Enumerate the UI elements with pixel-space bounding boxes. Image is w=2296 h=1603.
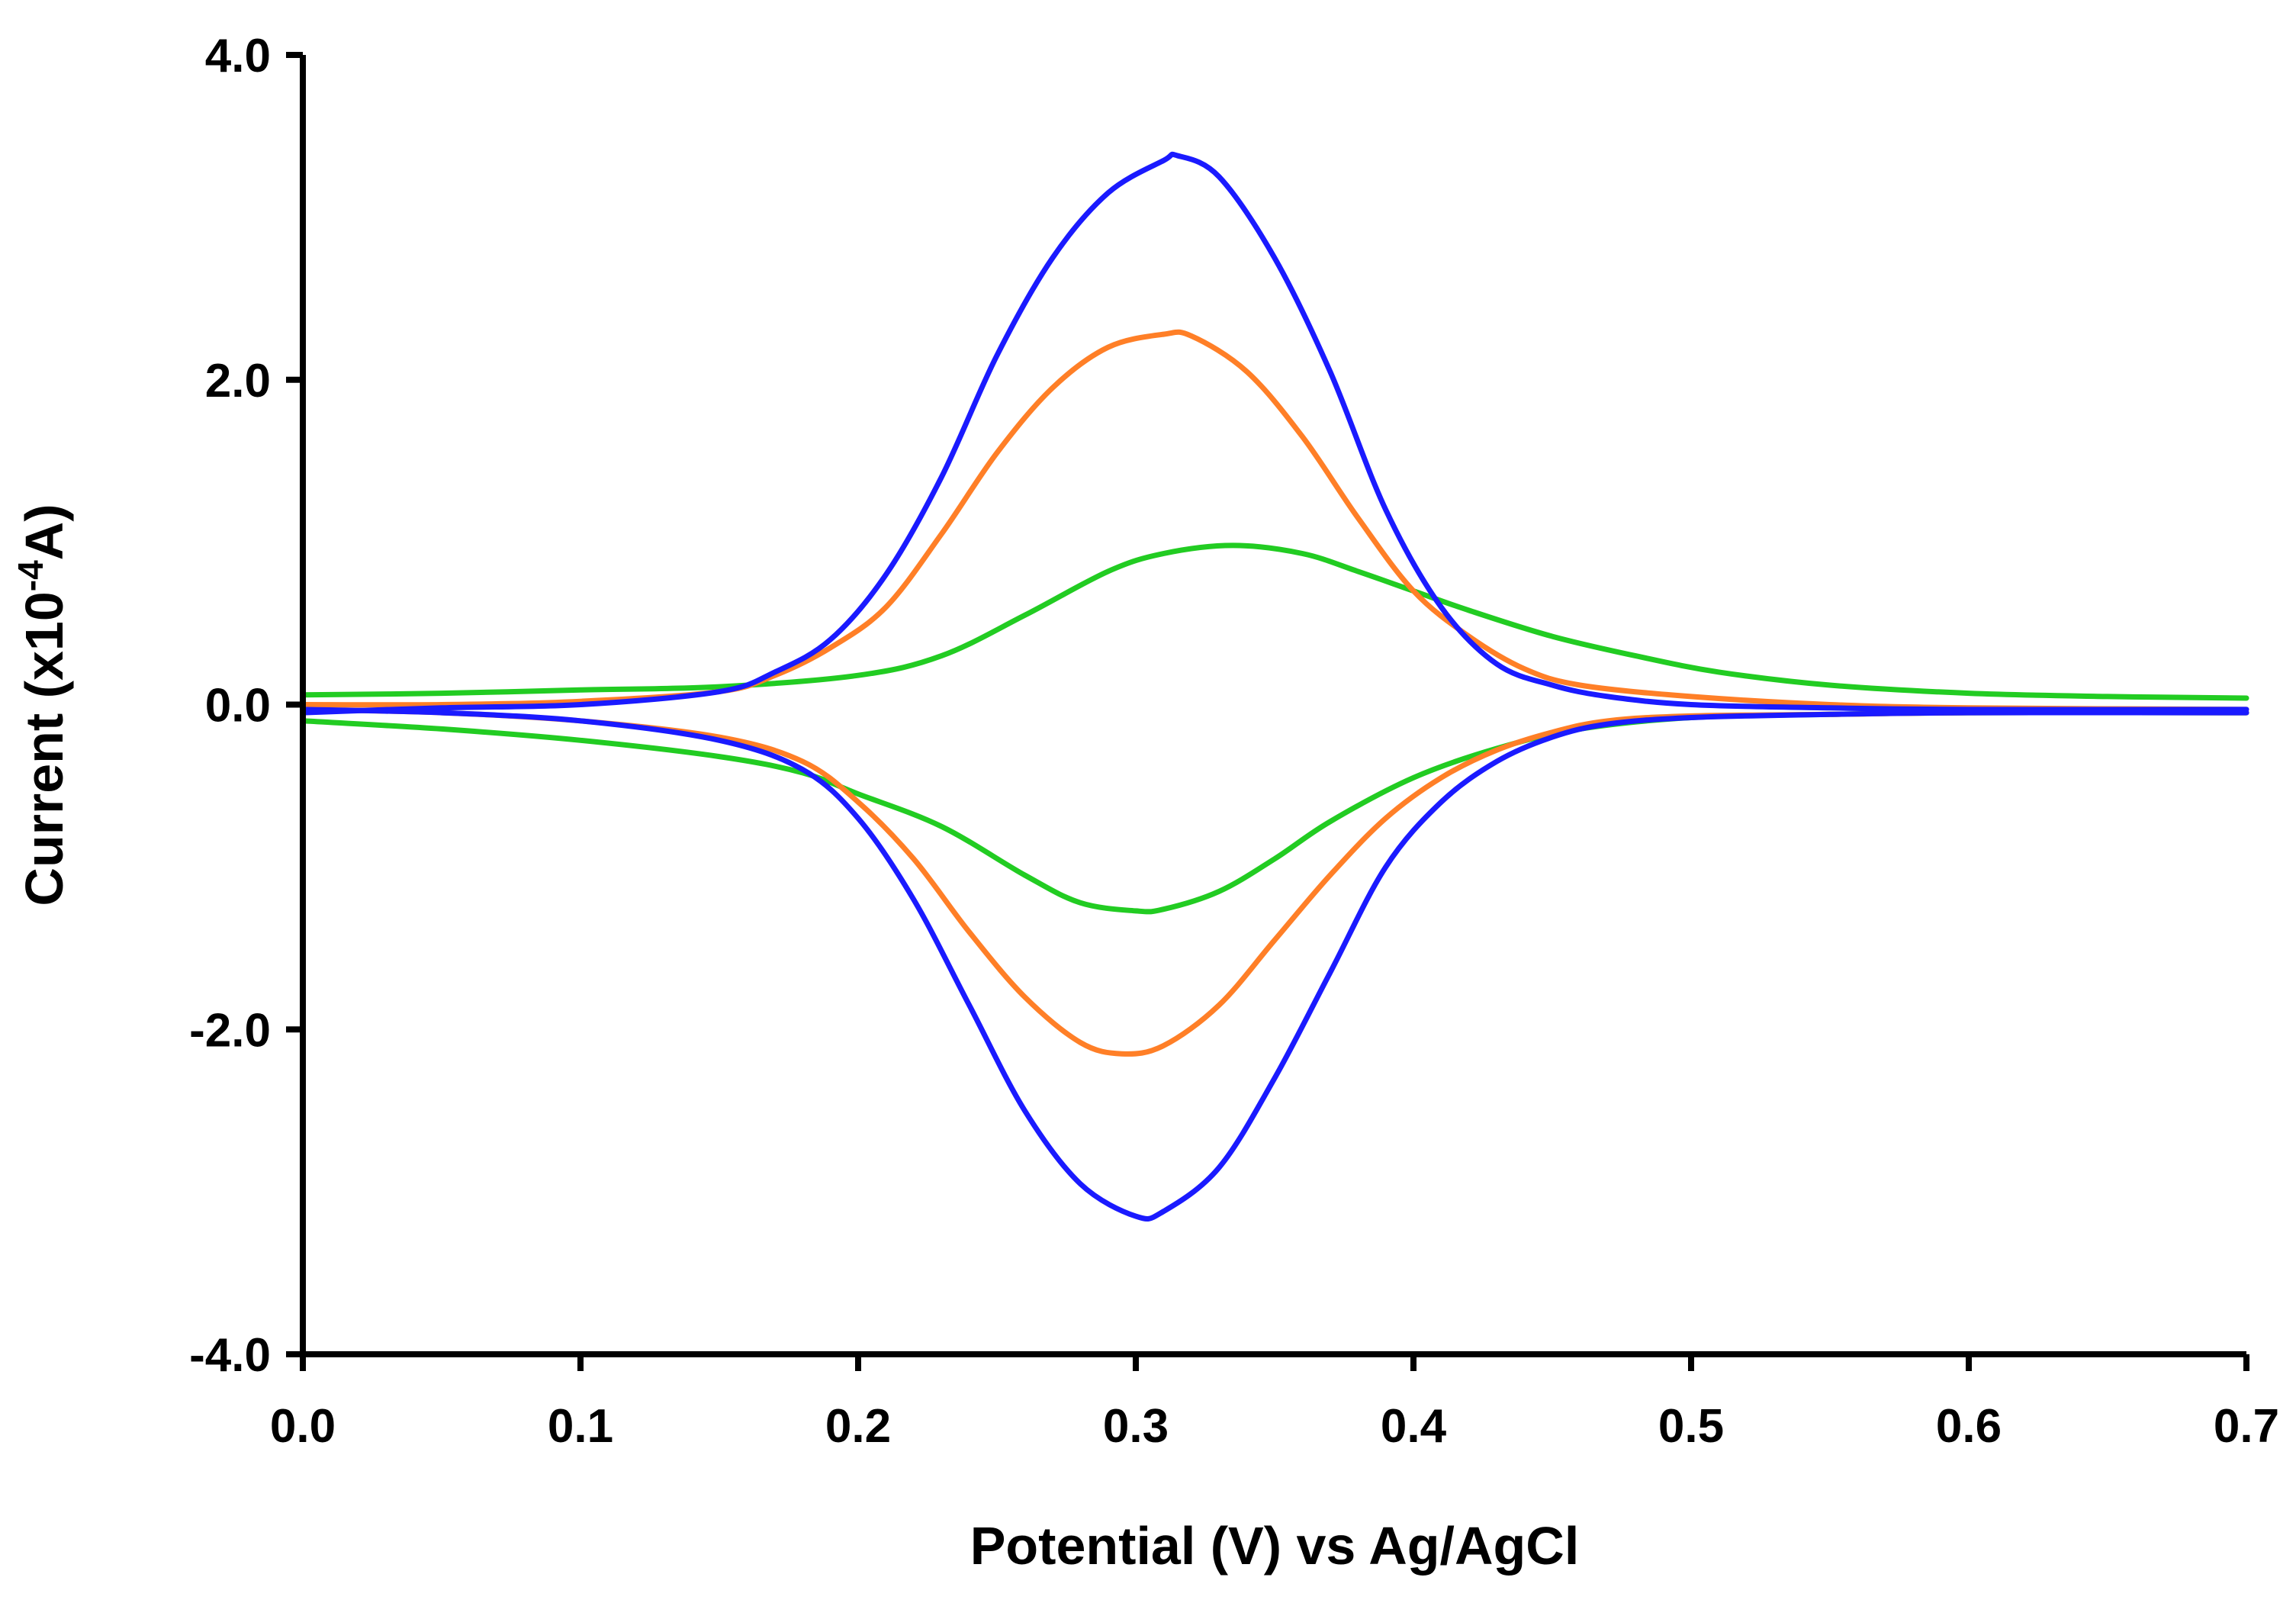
x-tick-label: 0.0	[270, 1400, 336, 1453]
series-green-cathodic-line	[300, 710, 2249, 915]
x-tick-label: 0.7	[2214, 1400, 2279, 1453]
y-tick-labels: 4.0 2.0 0.0 -2.0 -4.0	[189, 30, 271, 1382]
y-axis-title-suffix: A)	[14, 504, 74, 560]
y-tick-marks	[286, 52, 303, 1357]
y-axis-title-superscript: -4	[11, 560, 50, 591]
x-tick-label: 0.5	[1658, 1400, 1724, 1453]
y-axis-title: Current (x10-4A)	[11, 504, 74, 906]
y-tick-label: -4.0	[189, 1329, 271, 1382]
x-tick-label: 0.4	[1381, 1400, 1447, 1453]
series-blue-cathodic-line	[300, 707, 2249, 1222]
x-tick-label: 0.3	[1103, 1400, 1169, 1453]
series-group	[300, 151, 2249, 1222]
y-axis-title-prefix: Current (x10	[14, 591, 74, 906]
x-tick-label: 0.1	[548, 1400, 613, 1453]
y-tick-label: 2.0	[205, 355, 271, 407]
series-blue-anodic-line	[300, 151, 2249, 716]
x-tick-label: 0.2	[825, 1400, 891, 1453]
series-green-anodic-line	[300, 542, 2249, 701]
series-orange-anodic-line	[300, 329, 2249, 713]
x-tick-label: 0.6	[1936, 1400, 2002, 1453]
y-tick-label: 4.0	[205, 30, 271, 82]
x-tick-labels: 0.0 0.1 0.2 0.3 0.4 0.5 0.6 0.7	[270, 1400, 2279, 1453]
series-orange-cathodic-line	[300, 707, 2249, 1057]
x-tick-marks	[300, 1354, 2249, 1371]
y-tick-label: -2.0	[189, 1004, 271, 1057]
x-axis-title: Potential (V) vs Ag/AgCl	[970, 1516, 1580, 1576]
y-tick-label: 0.0	[205, 680, 271, 732]
